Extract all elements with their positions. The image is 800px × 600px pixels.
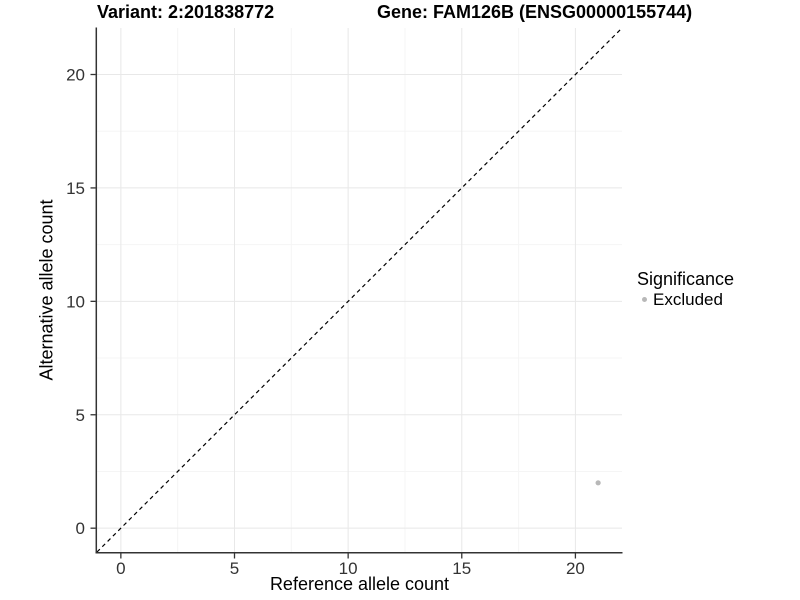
y-tick-label: 10 (66, 292, 85, 311)
x-axis-title: Reference allele count (269, 574, 450, 594)
legend-entry-excluded: Excluded (637, 290, 734, 309)
y-tick-label: 5 (76, 406, 85, 425)
axis-tick-labels: 0 5 10 15 20 0 5 10 15 20 (66, 66, 585, 578)
plot-title-variant: Variant: 2:201838772 (97, 2, 275, 22)
y-tick-label: 15 (66, 179, 85, 198)
plot-title-gene: Gene: FAM126B (ENSG00000155744) (377, 2, 693, 22)
axis-tick-marks (90, 73, 577, 559)
x-tick-label: 20 (566, 559, 585, 578)
x-tick-label: 15 (452, 559, 471, 578)
grid-major-lines (97, 28, 622, 552)
legend-title: Significance (637, 269, 735, 289)
y-tick-label: 0 (76, 519, 85, 538)
x-tick-label: 5 (230, 559, 239, 578)
grid-minor-lines (97, 28, 622, 552)
legend-entry-label: Excluded (653, 290, 723, 309)
axis-lines (95, 27, 623, 554)
legend: Significance Excluded (637, 269, 734, 309)
legend-point-icon (642, 297, 647, 302)
y-axis-title: Alternative allele count (36, 199, 57, 381)
y-tick-label: 20 (66, 66, 85, 85)
x-tick-label: 0 (116, 559, 125, 578)
identity-reference-line (96, 27, 623, 553)
data-point (595, 480, 601, 486)
data-points (595, 480, 601, 486)
x-tick-label: 10 (339, 559, 358, 578)
identity-line (96, 27, 623, 553)
